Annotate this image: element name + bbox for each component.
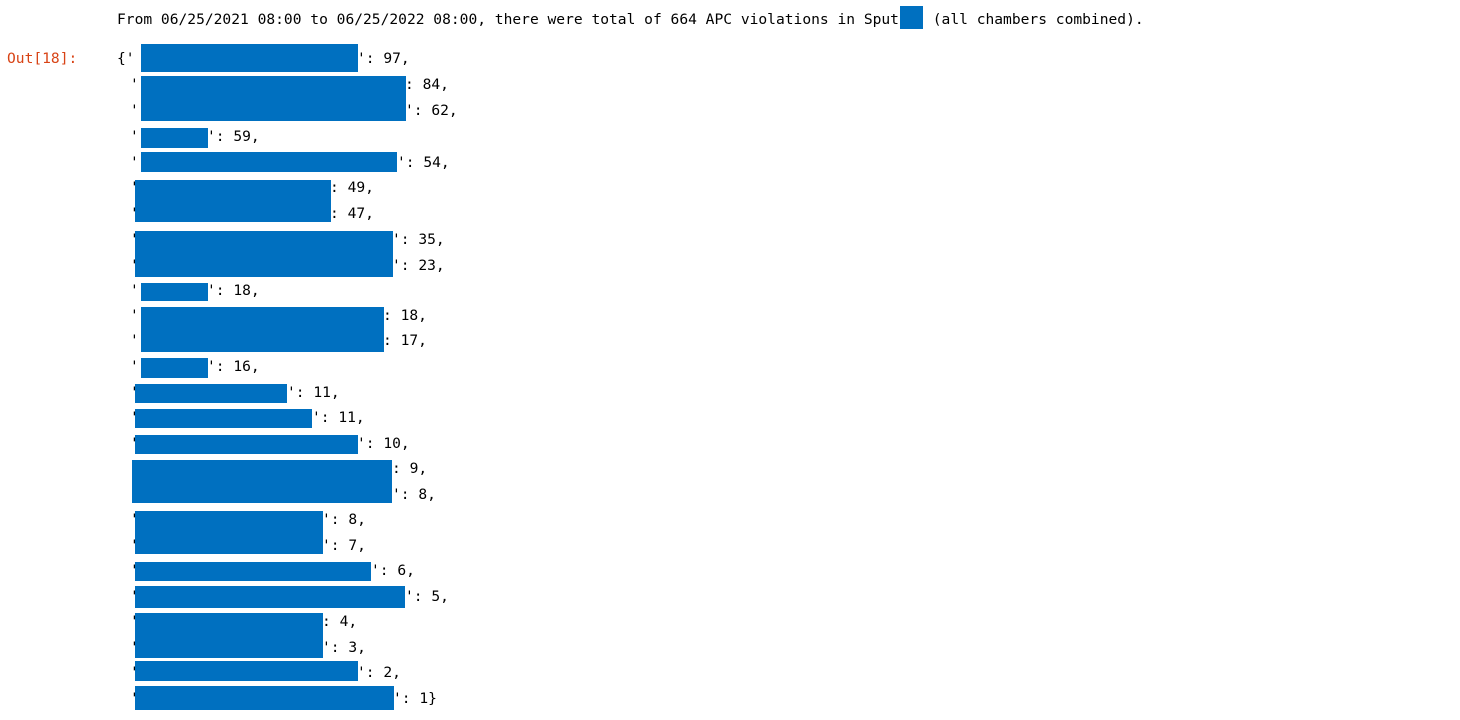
dict-entry-quote: ' [130, 307, 139, 324]
redacted-block [132, 460, 392, 503]
redacted-block [141, 128, 208, 148]
dict-entry-quote: ' [130, 76, 139, 93]
redacted-block [141, 44, 358, 72]
dict-entry-quote: ' [130, 561, 139, 581]
redacted-block [135, 686, 394, 710]
dict-entry-quote: ' [130, 282, 139, 299]
dict-entry-suffix: ': 23, [392, 257, 445, 274]
dict-entry-suffix: ': 8, [392, 486, 436, 503]
dict-entry-quote: ' [130, 408, 139, 428]
dict-entry-quote: ' [130, 383, 139, 403]
dict-entry-suffix: ': 3, [322, 639, 366, 656]
dict-entry-suffix: ': 59, [207, 128, 260, 145]
dict-entry-suffix: ': 54, [397, 154, 450, 171]
dict-entry-quote: ' [130, 204, 139, 224]
redacted-block [135, 562, 371, 581]
dict-entry-quote: ' [130, 638, 139, 658]
redacted-block [135, 613, 323, 658]
dict-entry-suffix: : 49, [330, 179, 374, 196]
dict-entry-suffix: : 4, [322, 613, 358, 630]
stdout-line: From 06/25/2021 08:00 to 06/25/2022 08:0… [117, 6, 1144, 29]
redacted-block [141, 283, 208, 301]
dict-entry-quote: ' [130, 510, 139, 530]
output-prompt: Out[18]: [7, 50, 78, 67]
dict-entry-suffix: ': 1} [393, 690, 437, 707]
dict-entry-suffix: : 47, [330, 205, 374, 222]
dict-entry-quote: ' [130, 358, 139, 375]
stdout-text-after: (all chambers combined). [923, 11, 1144, 28]
dict-entry-suffix: ': 2, [357, 664, 401, 681]
dict-entry-quote: ' [130, 128, 139, 145]
dict-entry-suffix: ': 10, [357, 435, 410, 452]
dict-entry-quote: ' [130, 587, 139, 607]
dict-entry-quote: ' [130, 536, 139, 556]
dict-entry-quote: ' [130, 689, 139, 709]
dict-entry-suffix: ': 62, [405, 102, 458, 119]
dict-entry-suffix: ': 35, [392, 231, 445, 248]
dict-entry-quote: ' [130, 332, 139, 349]
redacted-block [135, 384, 287, 403]
dict-entry-quote: ' [130, 154, 139, 171]
redacted-block [899, 6, 923, 29]
redacted-block [141, 307, 384, 352]
dict-entry-suffix: : 17, [383, 332, 427, 349]
dict-entry-suffix: ': 8, [322, 511, 366, 528]
dict-entry-quote: ' [130, 434, 139, 454]
dict-entry-quote: ' [130, 612, 139, 632]
dict-entry-suffix: ': 97, [357, 50, 410, 67]
redacted-block [135, 409, 312, 428]
redacted-block [141, 76, 406, 121]
dict-entry-suffix: : 9, [392, 460, 428, 477]
redacted-block [141, 358, 208, 378]
stdout-text-before: From 06/25/2021 08:00 to 06/25/2022 08:0… [117, 11, 899, 28]
dict-entry-quote: ' [130, 256, 139, 276]
redacted-block [135, 231, 393, 277]
redacted-block [135, 586, 405, 608]
dict-entry-suffix: ': 16, [207, 358, 260, 375]
redacted-block [135, 180, 331, 222]
dict-entry-suffix: : 84, [405, 76, 449, 93]
dict-entry-suffix: : 18, [383, 307, 427, 324]
dict-entry-suffix: ': 11, [312, 409, 365, 426]
redacted-block [135, 661, 358, 681]
dict-entry-suffix: ': 11, [287, 384, 340, 401]
redacted-block [135, 511, 323, 554]
dict-entry-quote: ' [130, 230, 139, 250]
dict-entry-suffix: ': 6, [371, 562, 415, 579]
redacted-block [141, 152, 397, 172]
dict-entry-quote: ' [130, 663, 139, 683]
dict-entry-suffix: ': 5, [405, 588, 449, 605]
dict-entry-quote: ' [130, 102, 139, 119]
dict-entry-suffix: ': 7, [322, 537, 366, 554]
redacted-block [135, 435, 358, 454]
dict-entry-quote: ' [130, 178, 139, 198]
dict-entry-suffix: ': 18, [207, 282, 260, 299]
dict-open-brace: {' [117, 50, 135, 67]
